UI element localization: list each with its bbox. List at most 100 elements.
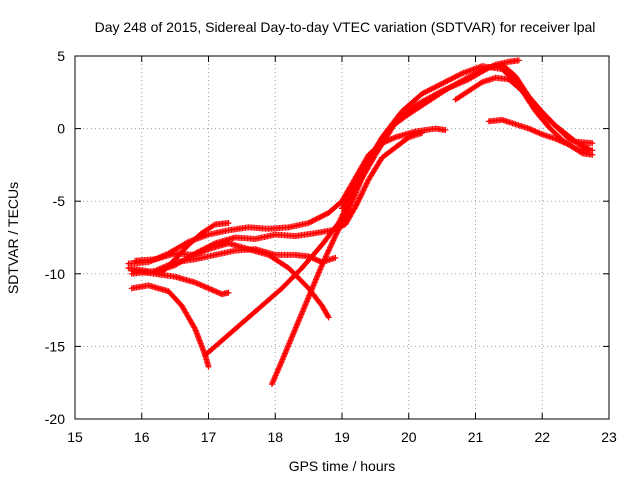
data-point — [421, 89, 428, 96]
data-point — [455, 72, 462, 79]
data-point — [353, 202, 360, 209]
data-point — [456, 71, 463, 78]
x-tick-label: 16 — [134, 429, 150, 445]
data-point — [325, 314, 332, 321]
data-point — [423, 88, 430, 95]
data-point — [440, 79, 447, 86]
y-axis-label: SDTVAR / TECUs — [5, 182, 21, 294]
data-point — [589, 140, 596, 147]
y-tick-label: -20 — [45, 411, 65, 427]
series-track-h — [128, 267, 232, 298]
data-point — [318, 213, 325, 220]
x-tick-label: 22 — [534, 429, 550, 445]
y-tick-label: -5 — [53, 193, 66, 209]
chart-title: Day 248 of 2015, Sidereal Day-to-day VTE… — [95, 19, 596, 35]
series-track-g — [132, 240, 332, 321]
data-point — [364, 179, 371, 186]
data-point — [352, 204, 359, 211]
x-axis-label: GPS time / hours — [289, 458, 396, 474]
x-tick-label: 21 — [468, 429, 484, 445]
data-point — [310, 217, 317, 224]
data-point — [316, 214, 323, 221]
data-point — [354, 199, 361, 206]
data-point — [357, 192, 364, 199]
data-point — [314, 215, 321, 222]
data-point — [358, 191, 365, 198]
data-point — [312, 216, 319, 223]
y-tick-label: 5 — [57, 48, 65, 64]
y-tick-label: 0 — [57, 121, 65, 137]
data-point — [322, 211, 329, 218]
x-tick-label: 18 — [267, 429, 283, 445]
data-point — [361, 186, 368, 193]
data-point — [571, 137, 578, 144]
data-marks — [125, 57, 596, 388]
data-point — [448, 75, 455, 82]
data-point — [447, 76, 454, 83]
data-point — [225, 289, 232, 296]
data-point — [320, 212, 327, 219]
data-point — [442, 127, 449, 134]
x-tick-label: 17 — [201, 429, 217, 445]
data-point — [357, 194, 364, 201]
data-point — [359, 190, 366, 197]
data-point — [321, 211, 328, 218]
data-point — [420, 90, 427, 97]
plot-frame — [74, 55, 610, 420]
data-point — [424, 88, 431, 95]
data-point — [445, 77, 452, 84]
data-point — [477, 80, 484, 87]
data-point — [308, 218, 315, 225]
data-point — [428, 86, 435, 93]
data-point — [360, 187, 367, 194]
data-point — [344, 208, 351, 215]
data-point — [453, 73, 460, 80]
data-point — [435, 82, 442, 89]
data-point — [306, 219, 313, 226]
x-tick-label: 20 — [401, 429, 417, 445]
data-point — [305, 219, 312, 226]
data-point — [225, 219, 232, 226]
series-track-f — [128, 246, 339, 277]
data-point — [449, 75, 456, 82]
data-point — [324, 313, 331, 320]
series-track-l — [485, 116, 596, 158]
series-track-a — [128, 282, 212, 370]
data-point — [432, 83, 439, 90]
data-point — [452, 73, 459, 80]
data-point — [359, 188, 366, 195]
data-point — [429, 85, 436, 92]
data-point — [441, 79, 448, 86]
x-tick-label: 19 — [334, 429, 350, 445]
x-tick-label: 23 — [601, 429, 617, 445]
y-tick-label: -10 — [45, 266, 65, 282]
data-point — [363, 180, 370, 187]
tick-labels: 15 16 17 18 19 20 21 22 23 -20 -15 -10 -5 0 5 — [45, 48, 617, 445]
series-track-j — [339, 63, 596, 212]
data-point — [362, 183, 369, 190]
data-point — [353, 201, 360, 208]
data-point — [361, 184, 368, 191]
data-point — [515, 57, 522, 64]
data-point — [355, 197, 362, 204]
data-point — [427, 86, 434, 93]
grid — [75, 56, 609, 419]
data-point — [363, 181, 370, 188]
data-point — [579, 142, 586, 149]
data-point — [589, 151, 596, 158]
data-point — [577, 149, 584, 156]
data-point — [457, 71, 464, 78]
data-point — [419, 129, 426, 136]
data-point — [444, 77, 451, 84]
data-point — [317, 213, 324, 220]
series-track-i — [158, 219, 232, 276]
data-point — [431, 84, 438, 91]
data-point — [355, 198, 362, 205]
x-tick-label: 15 — [67, 429, 83, 445]
data-point — [313, 215, 320, 222]
data-point — [191, 324, 198, 331]
y-tick-label: -15 — [45, 338, 65, 354]
data-point — [356, 195, 363, 202]
data-point — [437, 81, 444, 88]
